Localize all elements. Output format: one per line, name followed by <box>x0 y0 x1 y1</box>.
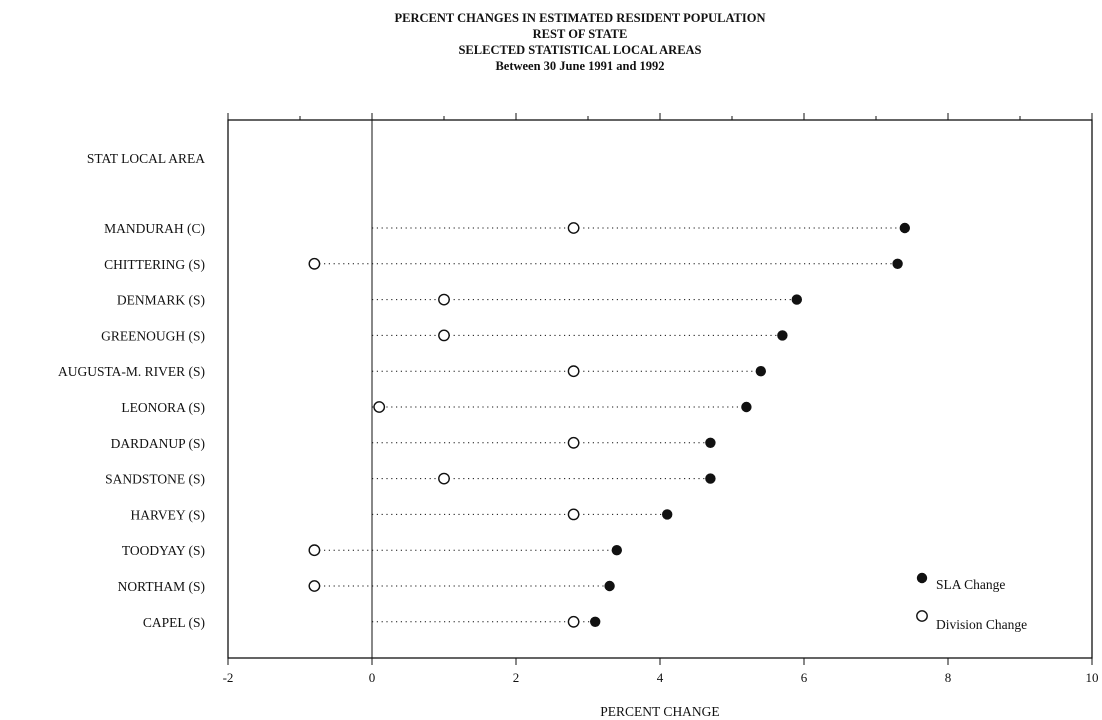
category-label-sandstone-s: SANDSTONE (S) <box>105 472 205 487</box>
legend-label-sla-change: SLA Change <box>936 577 1005 592</box>
chart-title-line-3: SELECTED STATISTICAL LOCAL AREAS <box>458 43 701 57</box>
division-change-point-chittering-s <box>308 257 321 270</box>
x-tick-label: 6 <box>801 670 808 685</box>
sla-change-point-chittering-s <box>892 258 903 269</box>
x-tick-label: 4 <box>657 670 664 685</box>
category-label-mandurah-c: MANDURAH (C) <box>104 221 205 236</box>
category-label-harvey-s: HARVEY (S) <box>130 507 205 522</box>
sla-change-point-sandstone-s <box>705 473 716 484</box>
legend-marker-division-change <box>916 610 928 622</box>
division-change-point-dardanup-s <box>567 436 580 449</box>
division-change-point-leonora-s <box>373 401 386 413</box>
x-axis: -2 0 2 4 6 8 10 <box>223 113 1099 685</box>
category-label-northam-s: NORTHAM (S) <box>118 579 205 594</box>
category-label-leonora-s: LEONORA (S) <box>121 400 205 415</box>
sla-change-point-augusta-m-river-s <box>755 366 766 377</box>
sla-change-point-leonora-s <box>741 401 752 413</box>
category-label-greenough-s: GREENOUGH (S) <box>101 328 205 343</box>
x-tick-label: 2 <box>513 670 520 685</box>
dotted-leader-lines <box>314 227 905 623</box>
division-change-point-toodyay-s <box>308 544 321 557</box>
category-label-chittering-s: CHITTERING (S) <box>104 257 205 272</box>
x-tick-label: 0 <box>369 670 376 685</box>
chart-title-line-1: PERCENT CHANGES IN ESTIMATED RESIDENT PO… <box>394 11 765 25</box>
sla-change-point-northam-s <box>604 580 615 592</box>
legend-marker-sla-change <box>916 572 928 584</box>
sla-change-point-harvey-s <box>662 509 673 520</box>
x-tick-label: 10 <box>1086 670 1099 685</box>
sla-change-point-greenough-s <box>777 330 788 341</box>
division-change-point-denmark-s <box>438 293 450 306</box>
chart-title-line-2: REST OF STATE <box>533 27 628 41</box>
data-markers <box>308 222 910 628</box>
category-label-dardanup-s: DARDANUP (S) <box>111 436 205 451</box>
division-change-point-capel-s <box>567 615 580 628</box>
x-tick-label: -2 <box>223 670 234 685</box>
legend-label-division-change: Division Change <box>936 617 1027 632</box>
category-header: STAT LOCAL AREA <box>87 151 205 166</box>
division-change-point-sandstone-s <box>438 472 450 485</box>
division-change-point-harvey-s <box>567 508 580 521</box>
x-axis-label: PERCENT CHANGE <box>600 704 719 719</box>
sla-change-point-mandurah-c <box>899 222 910 234</box>
sla-change-point-toodyay-s <box>611 545 622 556</box>
category-label-augusta-m-river-s: AUGUSTA-M. RIVER (S) <box>58 364 205 379</box>
sla-change-point-dardanup-s <box>705 437 716 448</box>
legend: SLA Change Division Change <box>916 572 1027 632</box>
category-label-denmark-s: DENMARK (S) <box>117 293 205 308</box>
category-label-capel-s: CAPEL (S) <box>143 615 205 630</box>
sla-change-point-capel-s <box>590 616 601 627</box>
category-labels: MANDURAH (C) CHITTERING (S) DENMARK (S) GRE… <box>58 221 205 630</box>
sla-change-point-denmark-s <box>791 294 802 305</box>
category-label-toodyay-s: TOODYAY (S) <box>122 543 205 558</box>
x-tick-label: 8 <box>945 670 952 685</box>
division-change-point-northam-s <box>308 580 321 592</box>
chart-title: PERCENT CHANGES IN ESTIMATED RESIDENT PO… <box>394 11 765 73</box>
division-change-point-augusta-m-river-s <box>567 365 580 378</box>
division-change-point-mandurah-c <box>567 222 580 234</box>
chart-title-line-4: Between 30 June 1991 and 1992 <box>495 59 664 73</box>
division-change-point-greenough-s <box>438 329 450 342</box>
